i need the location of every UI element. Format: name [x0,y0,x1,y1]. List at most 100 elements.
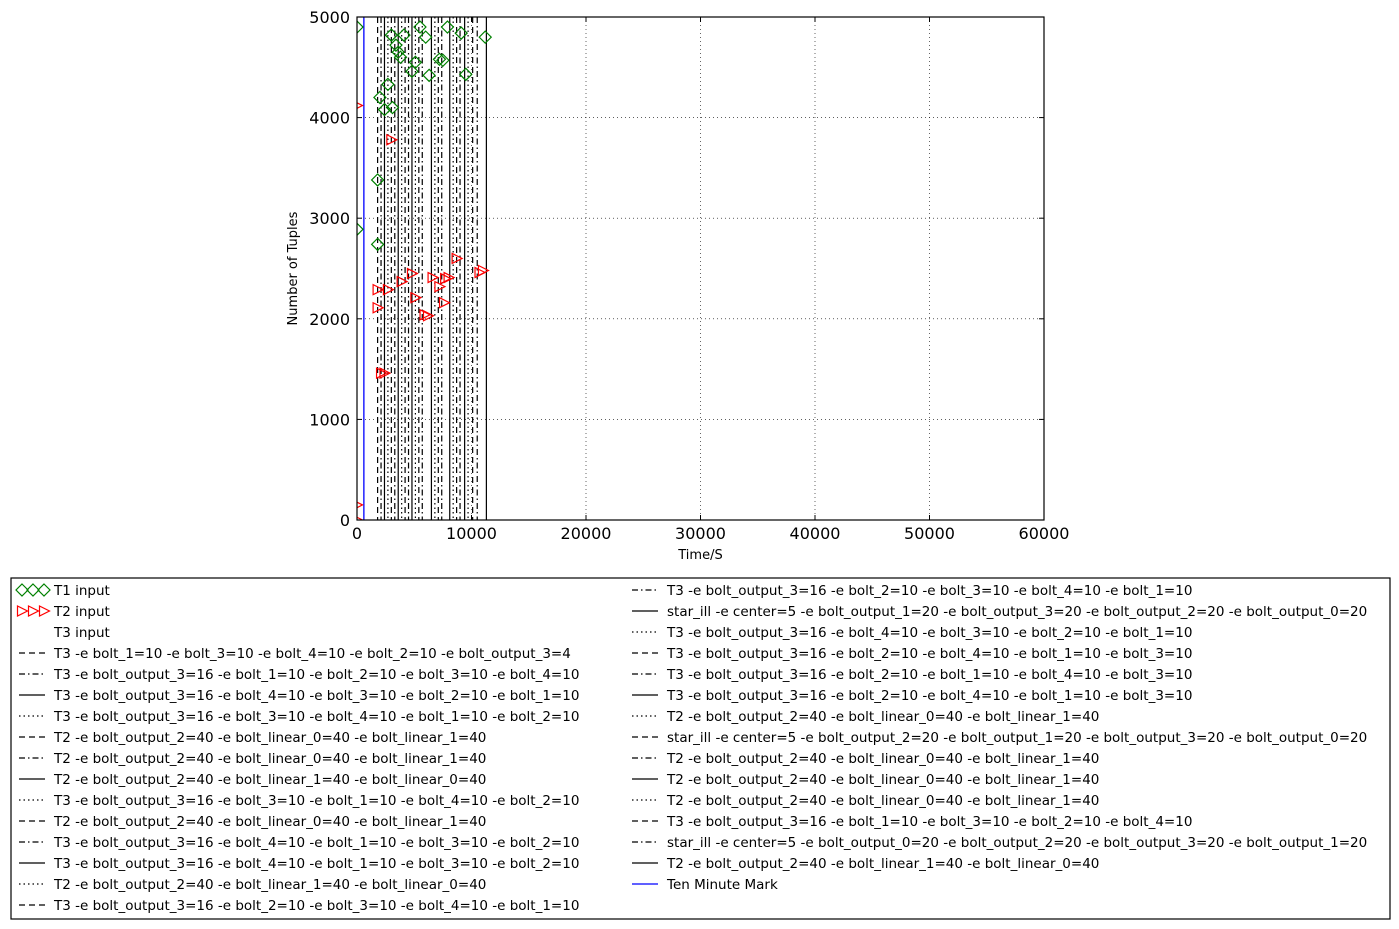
legend-label: T3 -e bolt_output_3=16 -e bolt_4=10 -e b… [666,625,1192,641]
t2-point [438,296,451,309]
legend-label: T3 -e bolt_output_3=16 -e bolt_3=10 -e b… [53,709,579,725]
t1-point [397,28,411,42]
t1-point [405,64,419,79]
legend-label: T2 -e bolt_output_2=40 -e bolt_linear_0=… [666,793,1099,809]
legend-label: T3 input [53,625,110,641]
t2-point [372,283,385,296]
legend-diamond-icon [26,583,40,597]
t2-point [427,271,440,284]
legend-label: T3 -e bolt_output_3=16 -e bolt_2=10 -e b… [53,898,579,914]
y-tick-label: 1000 [309,410,350,429]
axis-ticks: 0 10000 20000 30000 40000 50000 60000 0 1000 2000… [309,8,1069,543]
t1-point [436,53,450,68]
legend-label: T3 -e bolt_output_3=16 -e bolt_2=10 -e b… [666,688,1192,704]
x-tick-label: 60000 [1019,524,1070,543]
legend-label: T2 -e bolt_output_2=40 -e bolt_linear_1=… [53,772,486,788]
y-tick-label: 0 [340,511,350,530]
y-axis-title: Number of Tuples [286,211,301,325]
t2-point [410,291,423,304]
t1-point [370,173,385,187]
legend-label: T2 -e bolt_output_2=40 -e bolt_linear_0=… [666,772,1099,788]
legend-label: T3 -e bolt_output_3=16 -e bolt_3=10 -e b… [53,793,579,809]
legend-label: T1 input [53,583,110,599]
t1-point [391,45,406,60]
t1-point [418,30,433,44]
t1-point [422,68,436,83]
points-group [357,20,493,520]
legend-label: star_ill -e center=5 -e bolt_output_1=20… [667,604,1367,620]
x-tick-label: 0 [352,524,362,543]
t2-point [379,367,392,380]
x-tick-label: 50000 [904,524,955,543]
legend-label: T2 -e bolt_output_2=40 -e bolt_linear_0=… [53,814,486,830]
t1-point [454,26,469,40]
x-axis-title: Time/S [677,548,722,563]
legend-label: T3 -e bolt_output_3=16 -e bolt_4=10 -e b… [53,688,579,704]
legend-label: T3 -e bolt_output_3=16 -e bolt_2=10 -e b… [666,667,1192,683]
data-points [357,20,493,520]
x-tick-label: 10000 [446,524,497,543]
t1-point [440,20,455,34]
t2-point [396,275,409,288]
t1-point [381,77,395,92]
y-tick-label: 2000 [309,310,350,329]
legend-label: T2 -e bolt_output_2=40 -e bolt_linear_0=… [53,730,486,746]
legend-label: star_ill -e center=5 -e bolt_output_2=20… [667,730,1367,746]
legend-box [10,577,1391,920]
legend-label: T3 -e bolt_output_3=16 -e bolt_1=10 -e b… [53,667,579,683]
t1-point [432,52,447,67]
legend-diamond-icon [15,583,29,597]
y-tick-label: 5000 [309,8,350,27]
legend-label: T2 -e bolt_output_2=40 -e bolt_linear_0=… [53,751,486,767]
t1-point [389,38,403,53]
t1-point [373,90,387,105]
x-tick-label: 40000 [790,524,841,543]
legend-label: T3 -e bolt_output_3=16 -e bolt_4=10 -e b… [53,835,579,851]
t1-point [357,222,364,237]
t1-point [385,100,400,115]
t2-point [477,264,490,277]
legend-triangle-icon [38,605,51,617]
legend-label: T2 -e bolt_output_2=40 -e bolt_linear_1=… [666,856,1099,872]
legend-label: T2 -e bolt_output_2=40 -e bolt_linear_1=… [53,877,486,893]
legend-label: T3 -e bolt_output_3=16 -e bolt_1=10 -e b… [666,814,1192,830]
t2-point [443,271,456,284]
t2-point [375,367,388,380]
t2-point [386,133,399,146]
t2-point [372,301,385,314]
legend-label: T3 -e bolt_output_3=16 -e bolt_2=10 -e b… [666,646,1192,662]
legend-label: T3 -e bolt_1=10 -e bolt_3=10 -e bolt_4=1… [53,646,571,662]
t2-point [451,252,464,265]
t2-point [422,309,435,322]
t1-point [413,20,427,34]
legend-label: Ten Minute Mark [666,877,778,893]
t1-point [458,67,473,82]
t2-point [434,280,447,293]
y-tick-label: 4000 [309,109,350,128]
legend: T1 input T2 input T3 input T3 -e bolt_1=10 … [10,577,1391,920]
legend-label: T2 -e bolt_output_2=40 -e bolt_linear_0=… [666,751,1099,767]
legend-label: T2 input [53,604,110,620]
t1-point [384,28,399,42]
legend-diamond-icon [37,583,51,597]
x-tick-label: 30000 [675,524,726,543]
t1-point [478,30,493,44]
t1-point [370,237,385,252]
t1-point [408,55,423,70]
t1-point [377,102,392,117]
t1-point [357,20,364,34]
legend-label: T3 -e bolt_output_3=16 -e bolt_4=10 -e b… [53,856,579,872]
x-tick-label: 20000 [561,524,612,543]
t2-point [406,267,419,280]
legend-triangle-icon [27,605,40,617]
legend-label: T3 -e bolt_output_3=16 -e bolt_2=10 -e b… [666,583,1192,599]
y-tick-label: 3000 [309,209,350,228]
t1-point [393,50,408,65]
t2-point [382,283,395,296]
legend-label: star_ill -e center=5 -e bolt_output_0=20… [667,835,1367,851]
legend-triangle-icon [16,605,29,617]
t2-point [419,308,432,321]
t2-point [440,272,453,285]
legend-label: T2 -e bolt_output_2=40 -e bolt_linear_0=… [666,709,1099,725]
